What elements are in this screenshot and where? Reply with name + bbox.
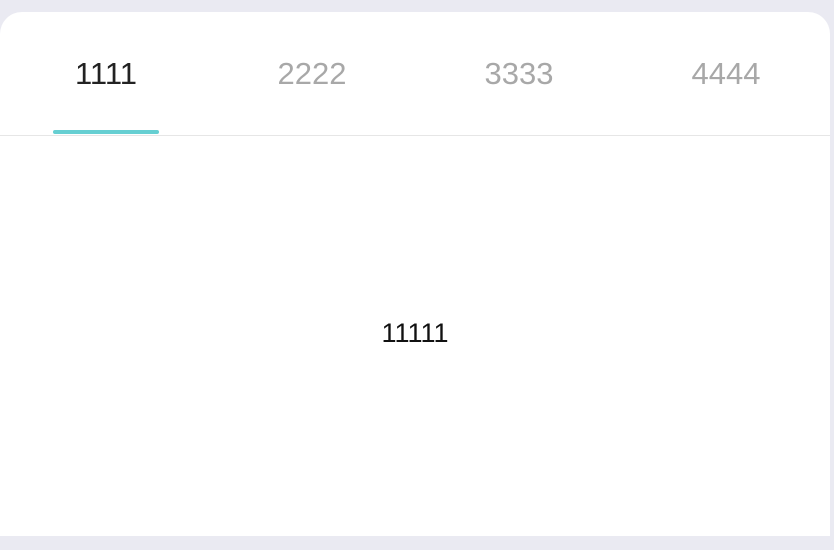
tab-bar: 1111 2222 3333 4444 (0, 12, 830, 136)
tab-4444[interactable]: 4444 (673, 54, 779, 94)
tabs-card: 1111 2222 3333 4444 11111 (0, 12, 830, 536)
active-tab-indicator (53, 130, 159, 134)
tab-content-panel: 11111 (0, 136, 830, 536)
tab-3333[interactable]: 3333 (466, 54, 572, 94)
tab-1111[interactable]: 1111 (53, 54, 159, 94)
tab-content-text: 11111 (0, 318, 830, 349)
tab-2222[interactable]: 2222 (259, 54, 365, 94)
